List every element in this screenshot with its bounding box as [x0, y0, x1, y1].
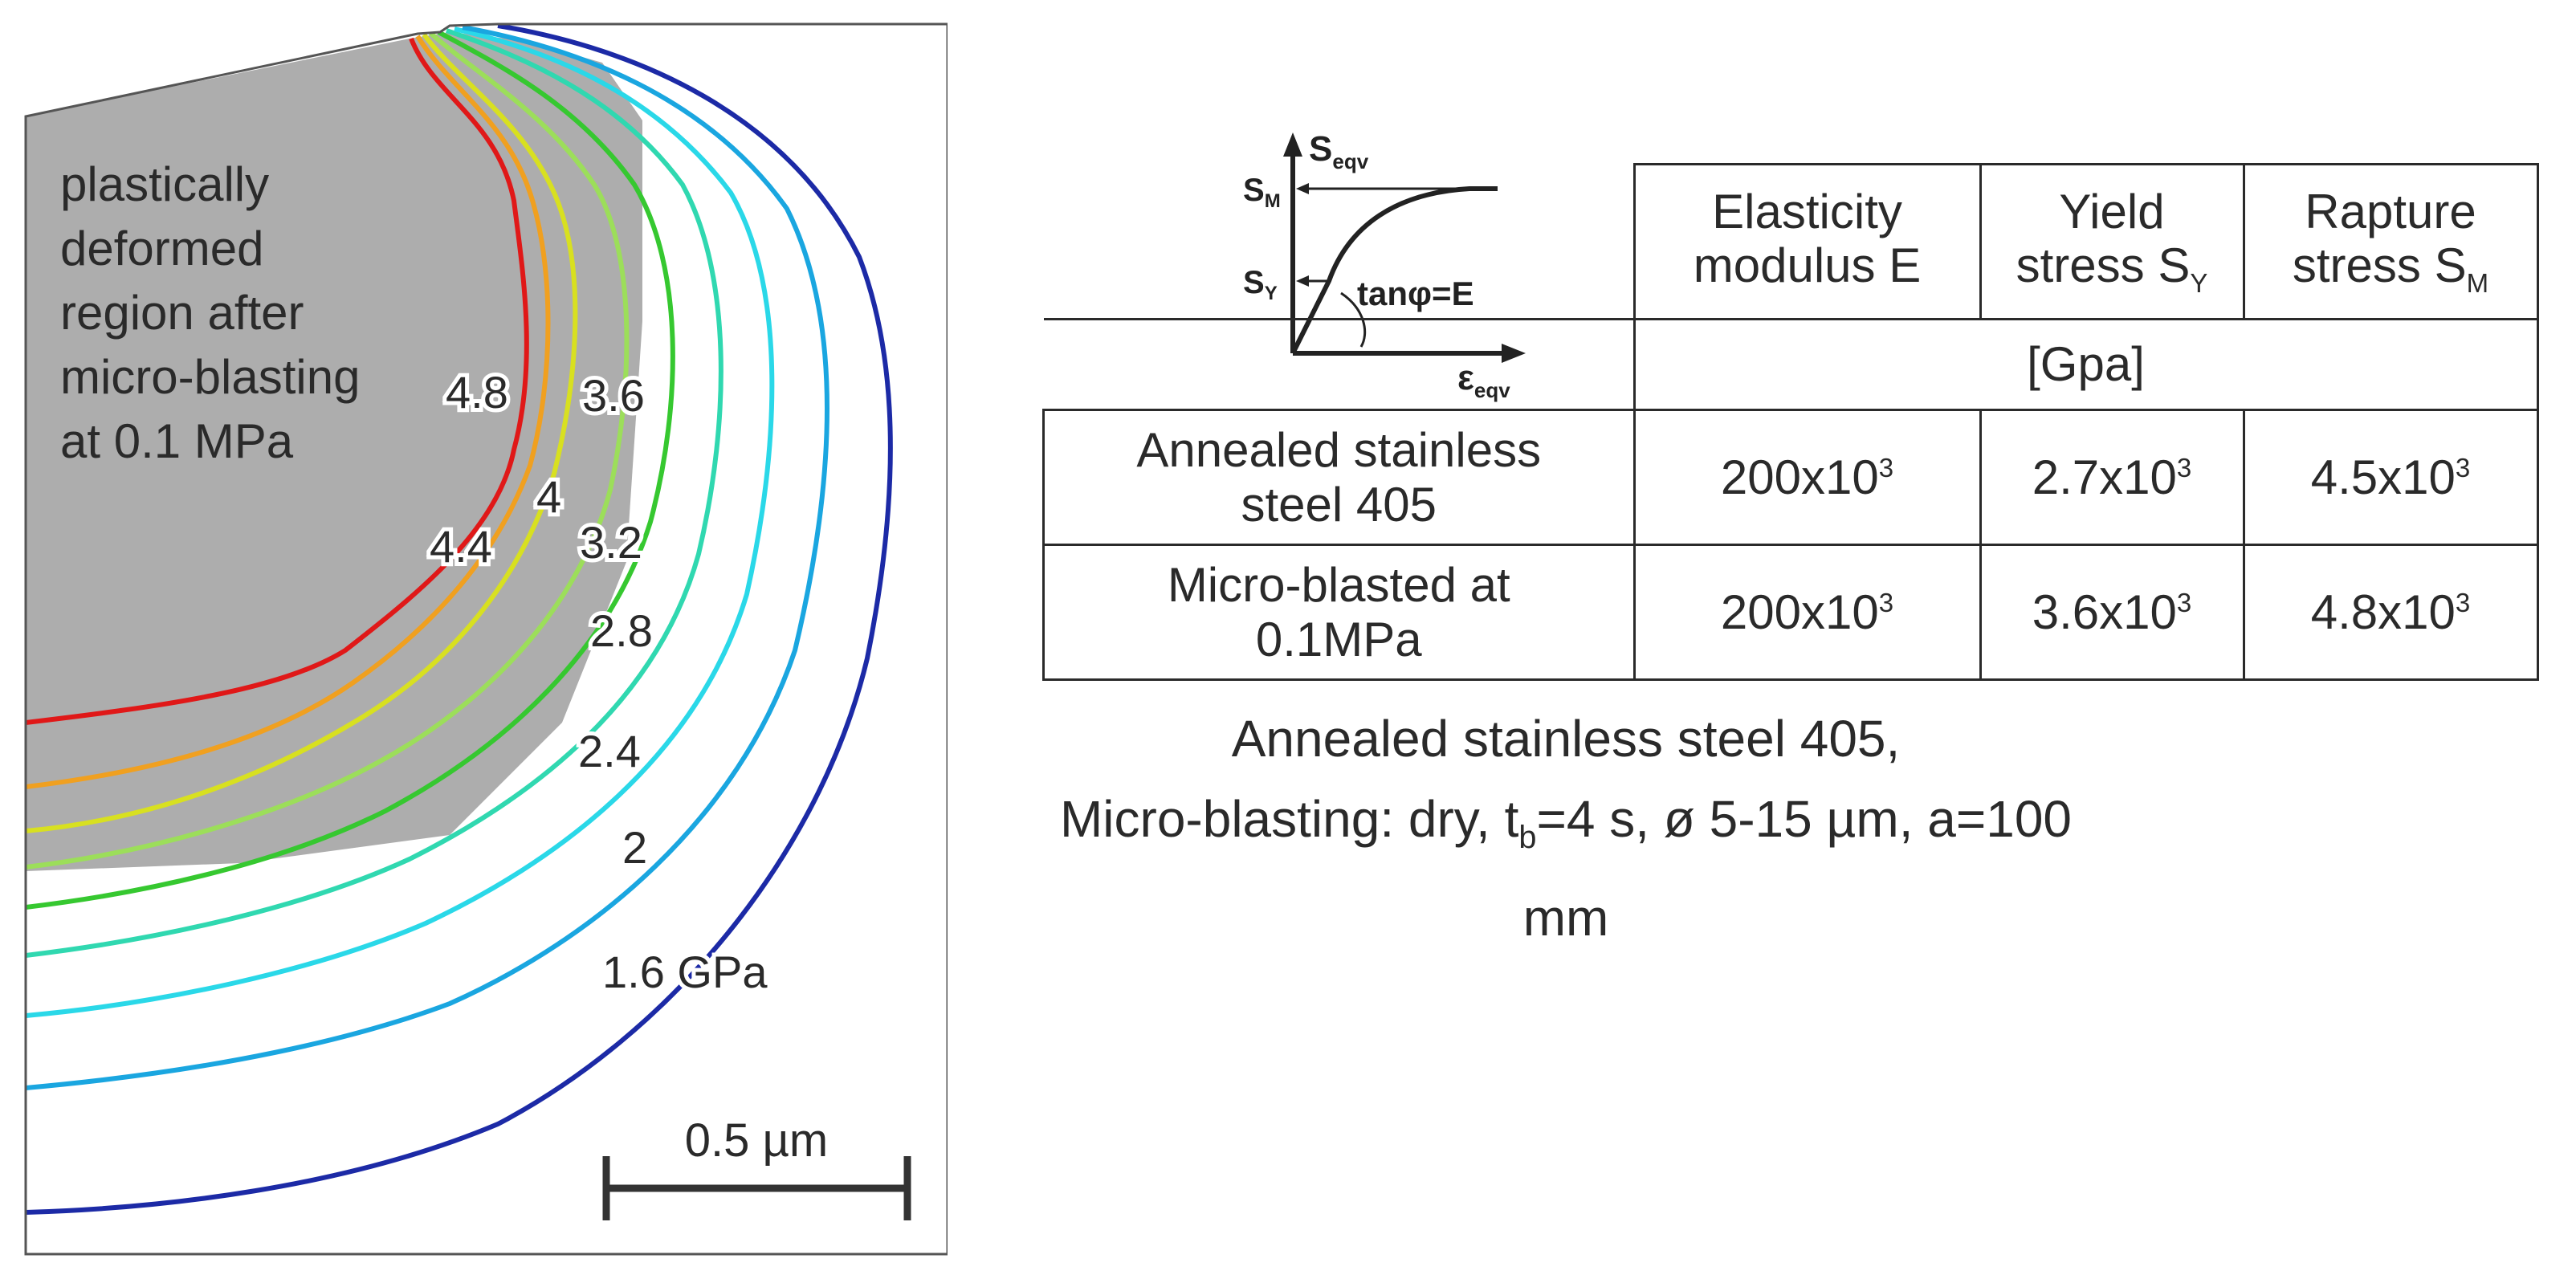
deformed-region [26, 32, 642, 871]
empty-cell [1043, 164, 1636, 320]
contour-label: 2.8 [590, 605, 653, 656]
row-name: Micro-blasted at 0.1MPa [1042, 544, 1636, 681]
contour-label: 2 [622, 822, 647, 873]
value-cell: 4.8x103 [2242, 544, 2539, 681]
properties-table: Elasticity modulus E Yield stress SY Raptu… [1042, 163, 2539, 681]
contour-label: 3.2 [580, 517, 642, 568]
caption-line: Micro-blasting: dry, tb=4 s, ø 5-15 µm, … [1059, 790, 2073, 947]
contour-label: 3.6 [582, 370, 645, 421]
region-line: plastically [60, 157, 269, 211]
unit-row: [Gpa] [1043, 318, 2539, 411]
contour-3-6 [26, 31, 630, 870]
value-cell: 3.6x103 [1979, 544, 2245, 681]
contour-label: 1.6 GPa [602, 947, 768, 997]
contour-2 [26, 25, 829, 1090]
region-line: at 0.1 MPa [60, 414, 294, 468]
contour-4-4 [26, 35, 551, 789]
scale-bar-label: 0.5 µm [685, 1114, 828, 1167]
header-cell: Elasticity modulus E [1632, 163, 1982, 320]
region-line: deformed [60, 222, 263, 275]
value-cell: 200x103 [1632, 409, 1982, 546]
empty-cell [1043, 319, 1636, 411]
contour-labels: 4.8 4.4 4 3.6 3.2 2.8 2.4 2 1.6 GPa [426, 363, 772, 1001]
region-line: micro-blasting [60, 350, 360, 404]
contour-2-4 [26, 26, 775, 1018]
contour-label: 2.4 [578, 726, 641, 776]
header-cell: Rapture stress SM [2242, 163, 2539, 320]
contour-label: 4.8 [446, 367, 508, 418]
panel-outline [24, 22, 948, 1256]
contour-2-8 [26, 28, 723, 958]
table-row: Annealed stainless steel 405 200x103 2.7x… [1042, 409, 2539, 546]
contour-3-2 [26, 30, 675, 910]
scale-bar: 0.5 µm [602, 1114, 911, 1220]
header-row: Elasticity modulus E Yield stress SY Raptu… [1043, 163, 2539, 320]
contour-1-6 [26, 24, 893, 1215]
contour-label: 4 [536, 471, 561, 522]
region-label: plastically deformed region after micro-… [60, 157, 360, 468]
table-row: Micro-blasted at 0.1MPa 200x103 3.6x103 4… [1042, 544, 2539, 681]
contour-4-8 [26, 37, 529, 725]
caption-line: Annealed stainless steel 405, [1231, 710, 1901, 768]
header-cell: Yield stress SY [1979, 163, 2245, 320]
inset-y-arrow [1283, 132, 1302, 157]
value-cell: 200x103 [1632, 544, 1982, 681]
contour-4 [26, 33, 578, 833]
contour-plot: plastically deformed region after micro-… [24, 22, 948, 1256]
value-cell: 4.5x103 [2242, 409, 2539, 546]
value-cell: 2.7x103 [1979, 409, 2245, 546]
unit-cell: [Gpa] [1632, 318, 2539, 411]
caption: Annealed stainless steel 405, Micro-blas… [1044, 699, 2088, 958]
row-name: Annealed stainless steel 405 [1042, 409, 1636, 546]
stress-contours [26, 24, 893, 1215]
contour-label: 4.4 [430, 521, 492, 572]
region-line: region after [60, 286, 304, 340]
